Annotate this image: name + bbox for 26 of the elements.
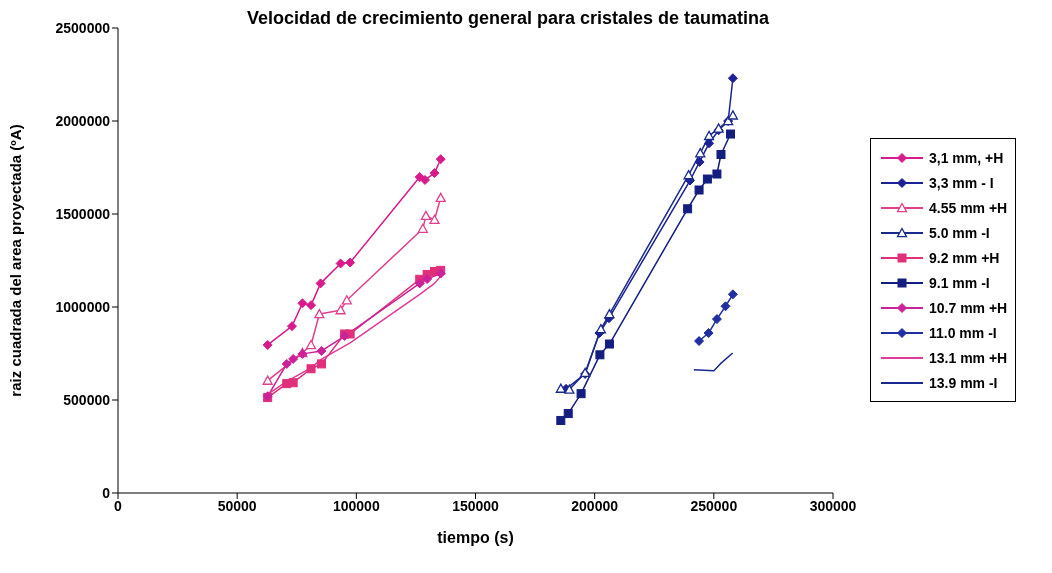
y-tick-label: 1000000 [55,298,111,315]
x-tick-label: 50000 [217,497,257,514]
x-tick-label: 100000 [332,497,380,514]
y-tick-label: 0 [102,484,111,501]
legend-label: 3,3 mm - I [929,174,994,191]
legend-label: 13.9 mm -I [929,374,998,391]
x-tick-label: 0 [114,497,123,514]
x-tick-label: 200000 [571,497,619,514]
y-tick-label: 500000 [63,391,111,408]
legend-label: 11.0 mm -I [929,324,997,341]
legend-label: 5.0 mm -I [929,224,990,241]
y-axis-title: raiz cuadrada del area proyectada (ºA) [7,124,25,397]
x-tick-label: 250000 [690,497,738,514]
x-tick-label: 150000 [452,497,500,514]
legend-label: 9.1 mm -I [929,274,990,291]
chart-title: Velocidad de crecimiento general para cristales de taumatina [245,8,771,29]
y-tick-label: 2500000 [55,19,111,36]
legend-label: 10.7 mm +H [929,299,1008,316]
legend-label: 9.2 mm +H [929,249,1000,266]
x-tick-label: 300000 [809,497,857,514]
y-tick-label: 1500000 [55,205,111,222]
y-tick-label: 2000000 [55,112,111,129]
legend-label: 13.1 mm +H [929,349,1008,366]
x-axis-title: tiempo (s) [437,529,514,546]
legend-label: 4.55 mm +H [929,199,1008,216]
legend-label: 3,1 mm, +H [929,149,1004,166]
